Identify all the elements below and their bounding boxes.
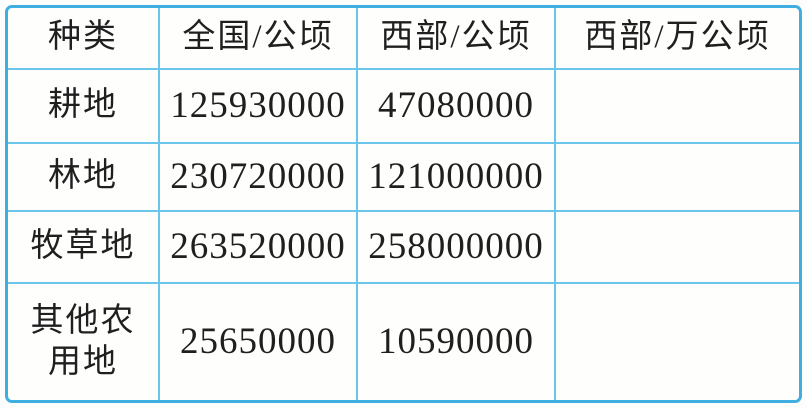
row-pasture-label: 牧草地 xyxy=(8,212,160,284)
row-pasture-west-wan xyxy=(556,212,799,284)
land-area-table: 种类 全国/公顷 西部/公顷 西部/万公顷 耕地 125930000 47080… xyxy=(5,5,802,403)
row-pasture-national: 263520000 xyxy=(160,212,358,284)
header-national-ha: 全国/公顷 xyxy=(160,8,358,70)
row-forest-national: 230720000 xyxy=(160,144,358,212)
row-farmland-west: 47080000 xyxy=(358,70,556,144)
header-west-wan-ha: 西部/万公顷 xyxy=(556,8,799,70)
row-farmland-national: 125930000 xyxy=(160,70,358,144)
row-pasture-west: 258000000 xyxy=(358,212,556,284)
row-forest-west: 121000000 xyxy=(358,144,556,212)
header-west-ha: 西部/公顷 xyxy=(358,8,556,70)
table-grid: 种类 全国/公顷 西部/公顷 西部/万公顷 耕地 125930000 47080… xyxy=(5,5,802,403)
row-forest-label: 林地 xyxy=(8,144,160,212)
row-farmland-label: 耕地 xyxy=(8,70,160,144)
row-other-west: 10590000 xyxy=(358,284,556,400)
row-forest-west-wan xyxy=(556,144,799,212)
row-farmland-west-wan xyxy=(556,70,799,144)
row-other-national: 25650000 xyxy=(160,284,358,400)
header-type: 种类 xyxy=(8,8,160,70)
row-other-west-wan xyxy=(556,284,799,400)
row-other-label: 其他农 用地 xyxy=(8,284,160,400)
